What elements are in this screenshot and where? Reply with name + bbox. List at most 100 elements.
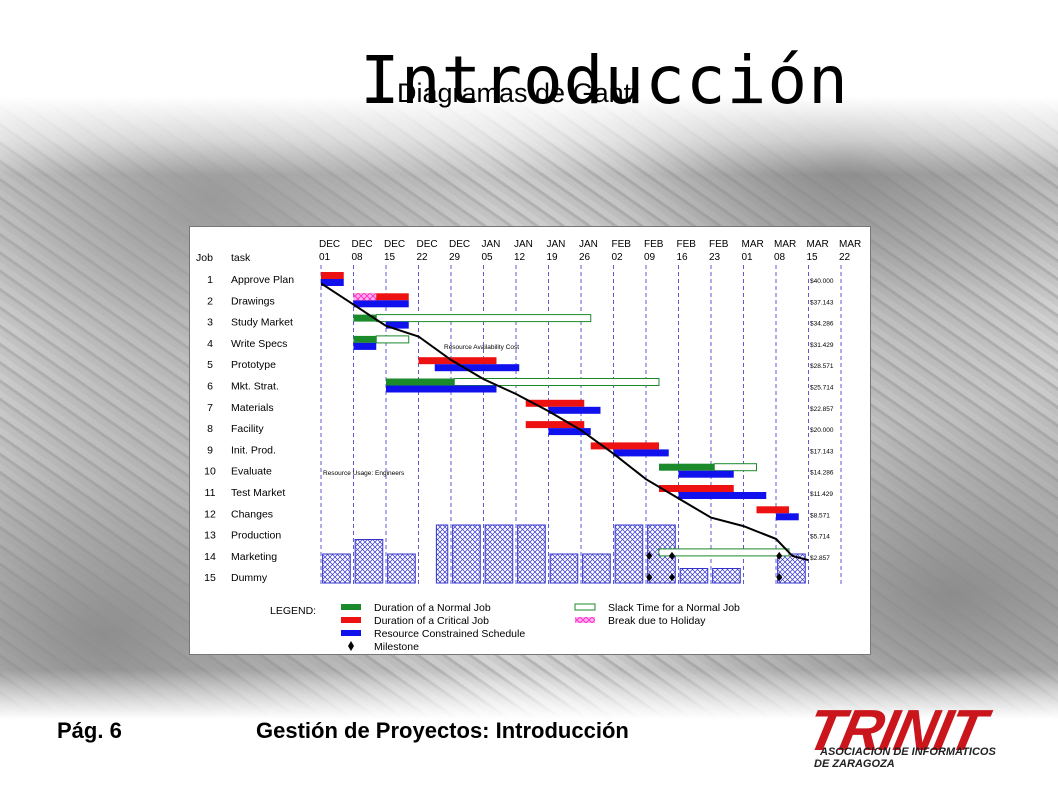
- date-day-label: 19: [547, 252, 559, 263]
- legend-swatch-resource: [341, 630, 361, 636]
- legend-title: LEGEND:: [270, 605, 316, 617]
- cost-label: $11.429: [810, 491, 833, 498]
- job-id: 3: [207, 317, 213, 329]
- date-day-label: 08: [774, 252, 786, 263]
- date-month-label: FEB: [644, 239, 664, 250]
- cost-label: $40.000: [810, 278, 834, 285]
- task-name: Mkt. Strat.: [231, 381, 279, 393]
- slack-bar: [658, 548, 790, 557]
- gantt-chart: Job task DEC 01 DEC 08 DEC 15 DEC 22 DEC 29 JAN 05 JAN…: [189, 226, 871, 655]
- resource-bar: [678, 470, 734, 478]
- legend-label: Milestone: [374, 641, 419, 653]
- cost-label: $34.286: [810, 321, 834, 328]
- date-day-label: 01: [319, 252, 331, 263]
- job-id: 8: [207, 423, 213, 435]
- task-name: Drawings: [231, 295, 275, 307]
- resource-bar: [776, 513, 799, 521]
- job-id: 14: [204, 551, 216, 563]
- date-day-label: 16: [677, 252, 689, 263]
- legend-label: Slack Time for a Normal Job: [608, 602, 740, 614]
- slack-bar: [713, 463, 757, 472]
- task-name: Study Market: [231, 317, 293, 329]
- cost-label: $31.429: [810, 342, 834, 349]
- legend-swatch-slack: [574, 603, 596, 611]
- legend-label: Resource Constrained Schedule: [374, 628, 525, 640]
- normal-bar: [353, 314, 377, 322]
- job-id: 5: [207, 359, 213, 371]
- date-month-label: DEC: [319, 239, 340, 250]
- task-name: Evaluate: [231, 466, 272, 478]
- task-name: Write Specs: [231, 338, 287, 350]
- resource-availability-label: Resource Availability Cost: [444, 344, 519, 351]
- job-id: 7: [207, 402, 213, 414]
- date-month-label: FEB: [709, 239, 729, 250]
- task-name: Changes: [231, 508, 273, 520]
- job-id: 15: [204, 572, 216, 584]
- slide-subtitle: Diagramas de Gantt: [397, 78, 639, 108]
- resource-bar: [548, 428, 591, 436]
- job-id: 13: [204, 530, 216, 542]
- slack-bar: [453, 378, 660, 386]
- critical-bar: [659, 485, 734, 492]
- date-day-label: 12: [514, 252, 526, 263]
- usage-bar: [322, 553, 351, 584]
- date-month-label: DEC: [384, 239, 405, 250]
- cost-label: $28.571: [810, 363, 834, 370]
- date-month-label: MAR: [807, 239, 829, 250]
- date-month-label: DEC: [352, 239, 373, 250]
- date-month-label: MAR: [839, 239, 861, 250]
- resource-bar: [386, 321, 409, 329]
- cost-label: $25.714: [810, 385, 834, 392]
- critical-bar: [756, 506, 789, 514]
- holiday-bar: [353, 293, 377, 301]
- usage-bar: [387, 553, 416, 584]
- logo-tagline-1: ASOCIACION DE INFORMATICOS: [820, 746, 996, 758]
- usage-bar: [679, 568, 709, 584]
- date-month-label: MAR: [742, 239, 764, 250]
- usage-bar: [452, 524, 481, 584]
- job-id: 2: [207, 295, 213, 307]
- legend-label: Break due to Holiday: [608, 615, 706, 627]
- slack-bar: [375, 314, 592, 323]
- date-month-label: JAN: [514, 239, 533, 250]
- usage-bar: [517, 524, 546, 584]
- date-day-label: 22: [417, 252, 429, 263]
- date-day-label: 23: [709, 252, 721, 263]
- milestone-marker: [646, 551, 653, 560]
- critical-bar: [525, 421, 585, 429]
- normal-bar: [353, 335, 377, 343]
- trinit-logo: TRINIT ASOCIACION DE INFORMATICOS DE ZAR…: [801, 698, 1008, 774]
- normal-bar: [659, 463, 715, 471]
- logo-tagline-2: DE ZARAGOZA: [814, 758, 895, 770]
- footer-fade: [0, 670, 1058, 793]
- resource-bar: [353, 342, 377, 350]
- cost-label: $8.571: [810, 512, 830, 519]
- date-day-label: 01: [742, 252, 754, 263]
- cost-curve: [320, 282, 809, 562]
- task-name: Dummy: [231, 572, 268, 584]
- date-day-label: 22: [839, 252, 851, 263]
- date-month-label: DEC: [449, 239, 470, 250]
- header-fade: [0, 0, 1058, 175]
- usage-bar: [712, 568, 741, 584]
- cost-label: $20.000: [810, 427, 834, 434]
- header-job: Job: [196, 252, 213, 264]
- date-month-label: JAN: [547, 239, 566, 250]
- cost-label: $2.857: [810, 555, 830, 562]
- header-task: task: [231, 252, 251, 264]
- page-number: Pág. 6: [57, 718, 122, 743]
- critical-bar: [590, 442, 659, 450]
- usage-bar: [435, 524, 449, 584]
- resource-bar: [321, 279, 344, 286]
- usage-bar: [484, 524, 514, 584]
- legend-swatch-critical: [341, 617, 361, 623]
- resource-bar: [548, 406, 601, 414]
- date-month-label: FEB: [612, 239, 632, 250]
- task-name: Production: [231, 530, 281, 542]
- task-name: Marketing: [231, 551, 277, 563]
- resource-usage-label: Resource Usage: Engineers: [323, 470, 405, 477]
- milestone-marker: [776, 551, 783, 560]
- usage-bar: [582, 553, 611, 584]
- task-name: Facility: [231, 423, 264, 435]
- legend-swatch-milestone: [348, 641, 354, 651]
